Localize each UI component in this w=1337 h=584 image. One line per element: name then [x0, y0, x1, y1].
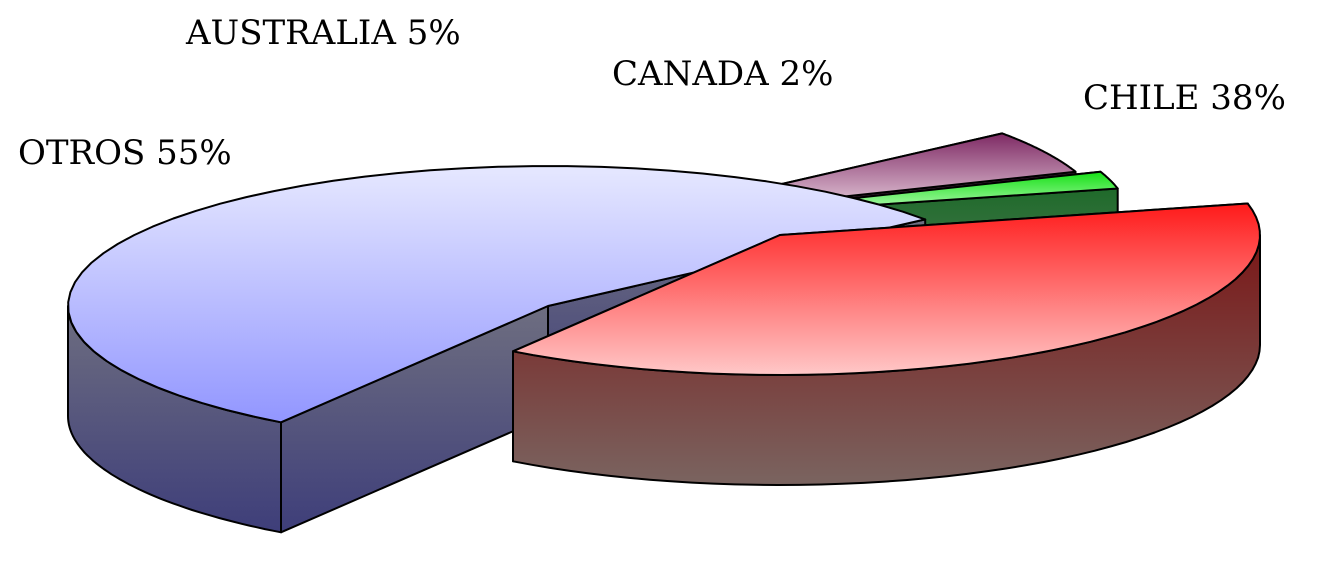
slice-label-canada: CANADA 2% — [612, 54, 833, 94]
slice-label-otros: OTROS 55% — [18, 133, 232, 173]
pie-slice-chile — [512, 202, 1261, 486]
pie-slices — [67, 132, 1261, 534]
pie-slice-otros-top — [67, 165, 927, 424]
pie-slice-chile-top — [512, 202, 1261, 376]
slice-label-australia: AUSTRALIA 5% — [185, 13, 461, 53]
slice-label-chile: CHILE 38% — [1083, 78, 1286, 118]
